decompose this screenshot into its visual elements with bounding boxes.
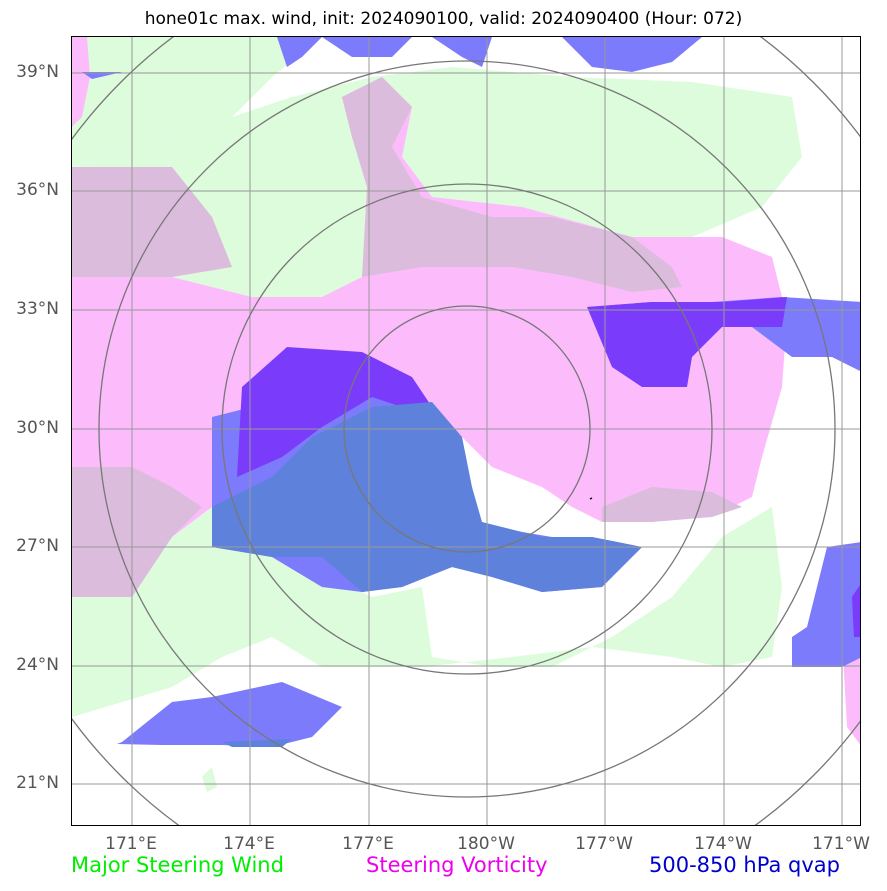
- map-canvas: [72, 37, 860, 825]
- lon-label: 180°W: [457, 834, 515, 854]
- graticule: [72, 37, 860, 825]
- lat-label: 30°N: [16, 418, 59, 438]
- lon-label: 177°W: [575, 834, 633, 854]
- legend-steering-wind: Major Steering Wind: [71, 853, 284, 877]
- storm-center-marker: [589, 497, 593, 500]
- lat-label: 39°N: [16, 62, 59, 82]
- lon-label: 177°E: [342, 834, 394, 854]
- qvap-over-wind-region: [212, 402, 642, 747]
- lon-label: 171°W: [812, 834, 870, 854]
- lat-label: 27°N: [16, 536, 59, 556]
- lat-label: 21°N: [16, 773, 59, 793]
- lat-label: 36°N: [16, 180, 59, 200]
- lon-label: 174°E: [223, 834, 275, 854]
- lon-label: 174°W: [694, 834, 752, 854]
- range-rings: [72, 37, 860, 825]
- range-ring: [221, 183, 713, 675]
- map-panel: [71, 36, 861, 826]
- overlap-region: [72, 77, 742, 597]
- qvap-dark-region: [237, 297, 860, 637]
- lat-label: 24°N: [16, 655, 59, 675]
- legend-steering-vorticity: Steering Vorticity: [366, 853, 548, 877]
- legend-qvap: 500-850 hPa qvap: [649, 853, 840, 877]
- range-ring: [343, 305, 591, 553]
- lat-label: 33°N: [16, 299, 59, 319]
- lon-label: 171°E: [105, 834, 157, 854]
- range-ring: [98, 60, 836, 798]
- map-title: hone01c max. wind, init: 2024090100, val…: [144, 9, 743, 29]
